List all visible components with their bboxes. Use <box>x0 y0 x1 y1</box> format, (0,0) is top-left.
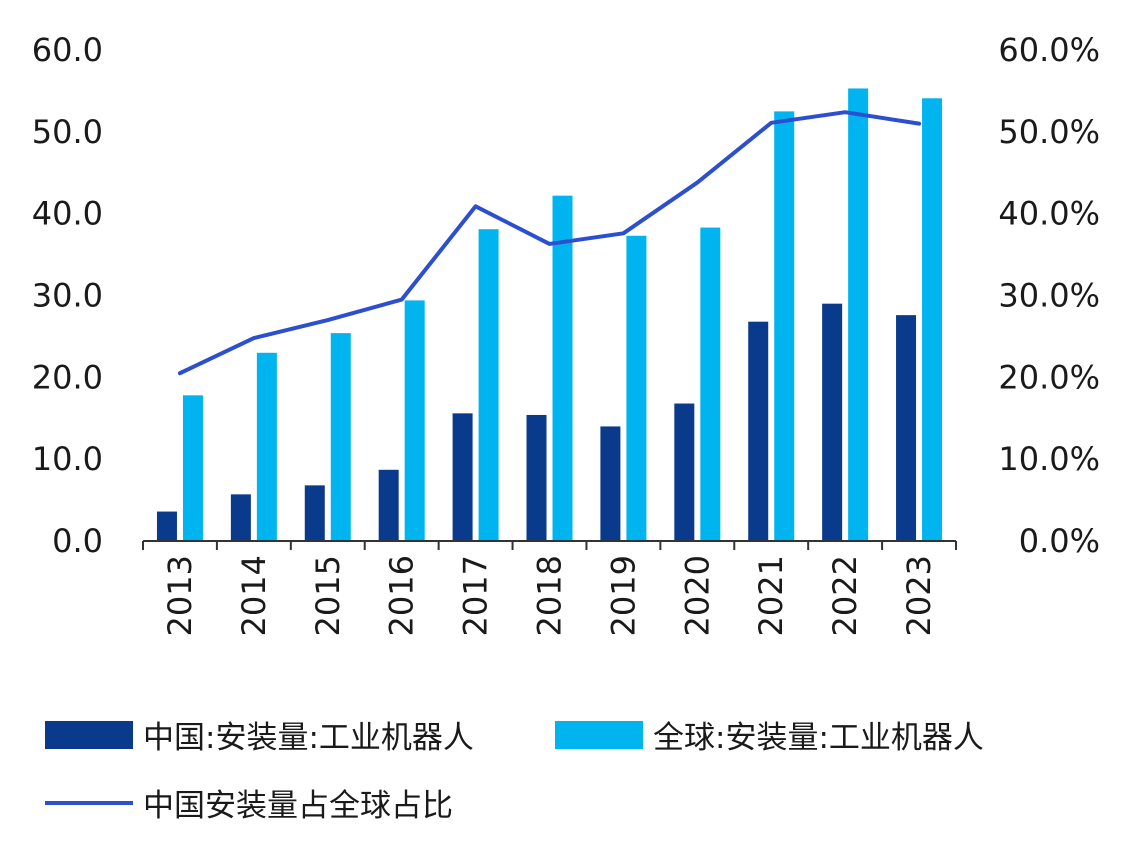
line-share <box>177 110 922 376</box>
x-tick-label: 2013 <box>161 555 199 636</box>
bar-global-2017 <box>478 229 499 541</box>
left-tick-label: 0.0 <box>52 522 103 560</box>
bar-global-2021 <box>774 111 795 541</box>
x-tick-label: 2020 <box>678 555 716 636</box>
bar-global-2015 <box>330 333 351 541</box>
left-tick-label: 50.0 <box>32 113 103 151</box>
bar-china-2022 <box>822 303 843 541</box>
legend-swatch-global <box>555 720 643 749</box>
bar-china-2017 <box>452 413 473 541</box>
bar-china-2014 <box>230 494 251 541</box>
x-tick-label: 2021 <box>752 555 790 636</box>
bar-global-2014 <box>256 352 277 541</box>
right-tick-label: 60.0% <box>998 31 1100 69</box>
bar-global-2016 <box>404 300 425 541</box>
x-axis: 2013 2014 2015 2016 2017 2018 2019 2020 2021 2022… <box>142 540 957 636</box>
bar-global-2022 <box>848 88 869 541</box>
line-group <box>177 110 922 376</box>
x-tick-label: 2017 <box>457 555 495 636</box>
left-tick-label: 20.0 <box>32 358 103 396</box>
left-axis-ticks: 0.0 10.0 20.0 30.0 40.0 50.0 60.0 <box>32 31 103 560</box>
legend-item-share-line: 中国安装量占全球占比 <box>45 780 453 825</box>
bar-global-2013 <box>182 395 203 541</box>
right-tick-label: 20.0% <box>998 358 1100 396</box>
x-tick-label: 2015 <box>309 555 347 636</box>
left-tick-label: 40.0 <box>32 195 103 233</box>
x-tick-label: 2016 <box>383 555 421 636</box>
bar-china-2019 <box>600 426 621 541</box>
left-tick-label: 30.0 <box>32 277 103 315</box>
x-tick-label: 2022 <box>826 555 864 636</box>
right-axis-ticks: 0.0% 10.0% 20.0% 30.0% 40.0% 50.0% 60.0% <box>998 31 1100 560</box>
bar-china-2013 <box>156 511 177 541</box>
legend-label-china: 中国:安装量:工业机器人 <box>143 720 474 756</box>
left-tick-label: 10.0 <box>32 440 103 478</box>
legend-label-global: 全球:安装量:工业机器人 <box>653 720 984 756</box>
bar-global-2020 <box>700 227 721 541</box>
left-tick-label: 60.0 <box>32 31 103 69</box>
legend-label-share: 中国安装量占全球占比 <box>143 788 453 824</box>
bar-china-2018 <box>526 414 547 541</box>
x-tick-label: 2014 <box>235 555 273 636</box>
legend-item-china-bar: 中国:安装量:工业机器人 <box>45 712 474 757</box>
right-tick-label: 30.0% <box>998 277 1100 315</box>
bar-global-2018 <box>552 195 573 541</box>
right-tick-label: 50.0% <box>998 113 1100 151</box>
legend-item-global-bar: 全球:安装量:工业机器人 <box>555 712 984 757</box>
bar-china-2020 <box>674 403 695 541</box>
x-tick-label: 2019 <box>604 555 642 636</box>
legend-swatch-share <box>45 800 133 805</box>
bar-group <box>156 88 943 542</box>
right-tick-label: 40.0% <box>998 195 1100 233</box>
bar-china-2023 <box>896 315 917 541</box>
bar-china-2015 <box>304 485 325 541</box>
x-tick-label: 2018 <box>531 555 569 636</box>
legend-swatch-china <box>45 720 133 749</box>
bar-china-2016 <box>378 469 399 541</box>
right-tick-label: 0.0% <box>1019 522 1100 560</box>
bar-global-2023 <box>922 98 943 541</box>
bar-global-2019 <box>626 235 647 542</box>
right-tick-label: 10.0% <box>998 440 1100 478</box>
x-tick-label: 2023 <box>900 555 938 636</box>
bar-china-2021 <box>748 321 769 541</box>
